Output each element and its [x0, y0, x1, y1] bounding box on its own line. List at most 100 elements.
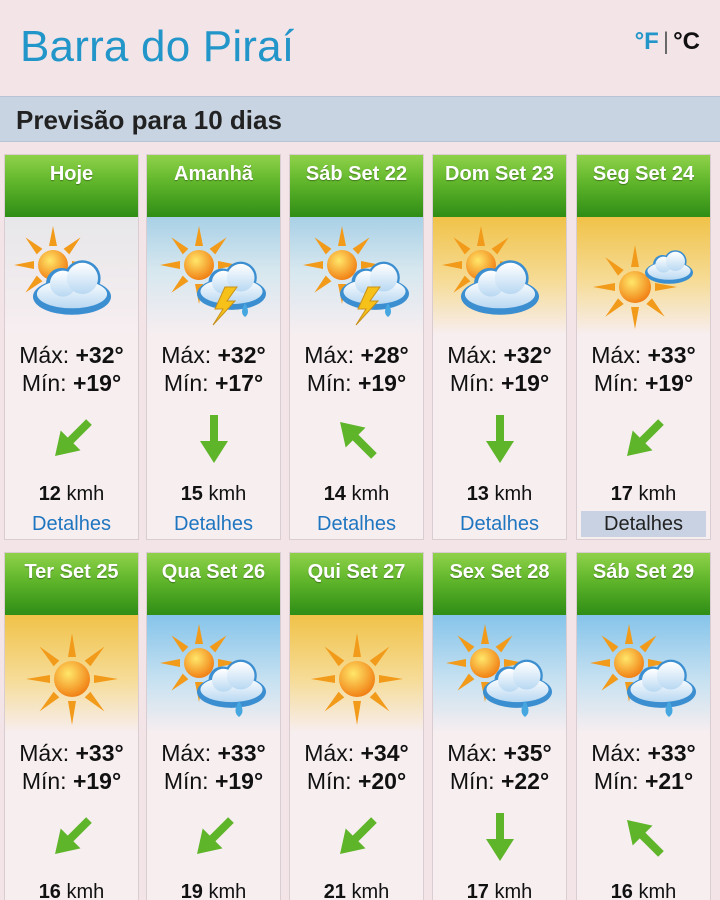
min-label: Mín: [306, 370, 352, 396]
weather-icon-panel [147, 217, 280, 335]
max-label: Máx: [447, 740, 498, 766]
min-label: Mín: [163, 768, 209, 794]
max-label: Máx: [304, 342, 355, 368]
wind-direction-arrow-icon [5, 397, 138, 483]
wind-speed: 17 kmh [577, 483, 710, 509]
weather-icon-panel [577, 615, 710, 733]
min-value: +19° [214, 768, 264, 794]
temperature-block: Máx: +35° Mín: +22° [433, 739, 566, 795]
wind-speed: 16 kmh [5, 881, 138, 900]
wind-direction-arrow-icon [290, 397, 423, 483]
max-value: +35° [503, 740, 552, 766]
temperature-block: Máx: +28° Mín: +19° [290, 341, 423, 397]
min-temp: Mín: +19° [147, 767, 280, 795]
max-temp: Máx: +34° [290, 739, 423, 767]
max-label: Máx: [19, 342, 70, 368]
details-link[interactable]: Detalhes [174, 513, 253, 535]
wind-direction-arrow-icon [290, 795, 423, 881]
day-card: Qua Set 26 Máx: +33° Mín: +19° 19 kmh De… [146, 552, 281, 900]
min-value: +19° [357, 370, 407, 396]
rain-sun-icon [590, 624, 696, 717]
wind-direction-arrow-icon [577, 795, 710, 881]
max-temp: Máx: +32° [433, 341, 566, 369]
temperature-block: Máx: +33° Mín: +21° [577, 739, 710, 795]
wind-value: 19 [180, 881, 203, 900]
day-card: Sáb Set 29 Máx: +33° Mín: +21° 16 kmh De… [576, 552, 711, 900]
wind-speed: 21 kmh [290, 881, 423, 900]
max-temp: Máx: +33° [5, 739, 138, 767]
temperature-block: Máx: +33° Mín: +19° [5, 739, 138, 795]
partly-cloudy-icon [14, 226, 111, 315]
forecast-title: Previsão para 10 dias [16, 105, 282, 135]
wind-speed: 17 kmh [433, 881, 566, 900]
weather-icon-panel [577, 217, 710, 335]
forecast-bar: Previsão para 10 dias [0, 96, 720, 142]
wind-value: 12 [38, 483, 61, 505]
wind-speed: 15 kmh [147, 483, 280, 509]
wind-unit: kmh [208, 881, 247, 900]
wind-value: 21 [323, 881, 346, 900]
max-temp: Máx: +28° [290, 341, 423, 369]
weather-icon-panel [433, 217, 566, 335]
min-value: +19° [72, 768, 122, 794]
min-temp: Mín: +19° [5, 767, 138, 795]
wind-unit: kmh [351, 881, 390, 900]
day-label: Amanhã [147, 155, 280, 217]
wind-value: 16 [38, 881, 61, 900]
day-label: Qua Set 26 [147, 553, 280, 615]
min-value: +19° [644, 370, 694, 396]
unit-separator: | [662, 28, 670, 55]
min-label: Mín: [449, 768, 495, 794]
details-link[interactable]: Detalhes [32, 513, 111, 535]
max-label: Máx: [591, 342, 642, 368]
unit-toggle: °F | °C [635, 28, 700, 56]
wind-direction-arrow-icon [433, 795, 566, 881]
max-value: +33° [647, 342, 696, 368]
max-temp: Máx: +32° [147, 341, 280, 369]
wind-speed: 12 kmh [5, 483, 138, 509]
min-value: +21° [644, 768, 694, 794]
day-label: Sáb Set 22 [290, 155, 423, 217]
weather-icon-panel [433, 615, 566, 733]
min-temp: Mín: +22° [433, 767, 566, 795]
weather-icon-panel [147, 615, 280, 733]
day-label: Seg Set 24 [577, 155, 710, 217]
wind-value: 14 [323, 483, 346, 505]
day-card: Hoje Máx: +32° Mín: +19° 12 kmh Detalhes [4, 154, 139, 540]
max-temp: Máx: +33° [577, 739, 710, 767]
max-value: +33° [647, 740, 696, 766]
details-link[interactable]: Detalhes [460, 513, 539, 535]
unit-fahrenheit-link[interactable]: °F [634, 28, 659, 55]
unit-celsius-link[interactable]: °C [673, 28, 700, 55]
wind-value: 17 [610, 483, 633, 505]
thunderstorm-sun-icon [160, 226, 266, 326]
sunny-icon [311, 633, 403, 725]
min-temp: Mín: +19° [577, 369, 710, 397]
wind-unit: kmh [494, 483, 533, 505]
day-card: Seg Set 24 Máx: +33° Mín: +19° 17 kmh De… [576, 154, 711, 540]
details-link[interactable]: Detalhes [317, 513, 396, 535]
min-label: Mín: [593, 768, 639, 794]
wind-direction-arrow-icon [147, 397, 280, 483]
rain-sun-icon [160, 624, 266, 717]
day-label: Hoje [5, 155, 138, 217]
weather-icon-panel [290, 217, 423, 335]
min-temp: Mín: +19° [433, 369, 566, 397]
min-value: +22° [500, 768, 550, 794]
max-value: +34° [360, 740, 409, 766]
temperature-block: Máx: +32° Mín: +17° [147, 341, 280, 397]
details-link[interactable]: Detalhes [581, 511, 706, 537]
wind-unit: kmh [638, 483, 677, 505]
wind-unit: kmh [638, 881, 677, 900]
max-label: Máx: [591, 740, 642, 766]
max-value: +33° [75, 740, 124, 766]
day-card: Sex Set 28 Máx: +35° Mín: +22° 17 kmh De… [432, 552, 567, 900]
wind-value: 17 [466, 881, 489, 900]
day-label: Dom Set 23 [433, 155, 566, 217]
min-label: Mín: [306, 768, 352, 794]
max-value: +32° [217, 342, 266, 368]
day-label: Sáb Set 29 [577, 553, 710, 615]
max-value: +33° [217, 740, 266, 766]
min-label: Mín: [21, 768, 67, 794]
max-temp: Máx: +33° [577, 341, 710, 369]
